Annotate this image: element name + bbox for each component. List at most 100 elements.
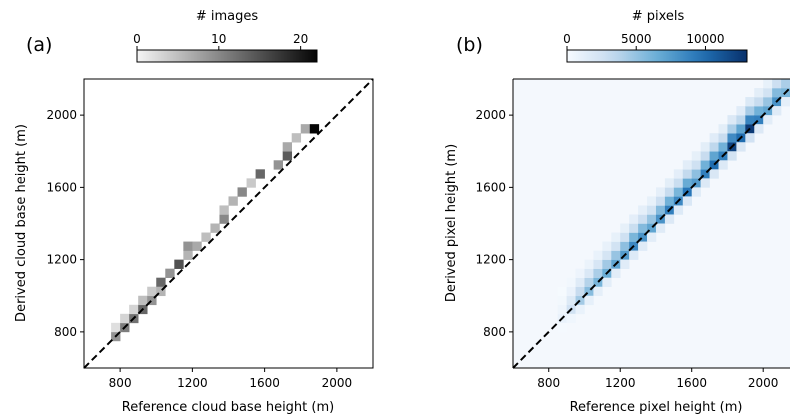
panel-a-heatmap-cell [183, 241, 193, 251]
panel-b-heatmap-cell [754, 124, 764, 134]
panel-a-ticks: 800 1200 1600 2000 800 1200 1600 2000 [46, 108, 352, 390]
panel-b-heatmap-cell [557, 286, 567, 297]
panel-b-heatmap-cell [754, 97, 764, 107]
panel-b-heatmap-cell [682, 169, 693, 179]
panel-a-x-axis-label: Reference cloud base height (m) [122, 400, 334, 415]
panel-b-heatmap-cell [736, 115, 746, 125]
panel-a-heatmap-cell [282, 151, 293, 161]
panel-b-heatmap-cell [593, 250, 603, 260]
panel-b-heatmap-cell [718, 160, 728, 170]
panel-a-heatmap-cell [111, 322, 121, 333]
panel-b-heatmap-cell [709, 142, 719, 152]
panel-b-heatmap-cell [611, 268, 621, 278]
panel-b-colorbar-gradient [566, 49, 748, 63]
panel-a-y-tick-label: 1200 [46, 253, 77, 267]
panel-b-x-axis-label: Reference pixel height (m) [570, 400, 743, 415]
panel-a-heatmap-cell [210, 223, 220, 233]
panel-a-heatmap-cell [300, 124, 311, 134]
panel-b-heatmap-cell [629, 223, 639, 233]
panel-b-heatmap-cell [655, 187, 666, 197]
panel-b-heatmap-cell [629, 214, 639, 224]
panel-b-heatmap-cell [754, 88, 764, 98]
panel-b-heatmap-cell [611, 241, 621, 251]
panel-b-heatmap-cell [727, 115, 737, 125]
panel-b-heatmap-cell [718, 133, 728, 143]
panel-b-x-tick-label: 2000 [748, 376, 779, 390]
panel-b-heatmap-cell [647, 205, 657, 215]
panel-a-heatmap-cell [255, 169, 265, 179]
panel-a-heatmap-cell [156, 277, 166, 288]
panel-b-heatmap-cell [664, 187, 675, 197]
panel-b-heatmap-cell [700, 151, 710, 161]
panel-b-label: (b) [456, 34, 483, 56]
panel-a-heatmap-cell [219, 205, 229, 215]
panel-b-heatmap-cell [638, 205, 648, 215]
panel-b-heatmap-cell [602, 259, 612, 269]
panel-b-heatmap-cell [709, 160, 719, 170]
panel-b-heatmap-cell [629, 232, 639, 242]
panel-b-heatmap-cell [754, 106, 764, 116]
panel-b-heatmap-cell [682, 196, 693, 206]
panel-b-ticks: 800 1200 1600 2000 800 1200 1600 2000 [475, 108, 778, 390]
panel-a-heatmap-cell [246, 178, 256, 188]
panel-b-heatmap-cell [763, 115, 773, 125]
panel-a-colorbar-tick-label: 20 [293, 32, 308, 46]
panel-b-y-tick-label: 1600 [475, 180, 506, 194]
panel-a-heatmap-cell [147, 295, 157, 306]
panel-a-heatmap-cell [309, 124, 320, 134]
panel-a-x-tick-label: 800 [109, 376, 132, 390]
panel-b-heatmap-cell [620, 241, 630, 251]
panel-b-heatmap-cell [557, 322, 567, 333]
panel-a-axes-frame [83, 78, 374, 369]
panel-b-heatmap-cell [647, 223, 657, 233]
panel-b-heatmap-cell [763, 79, 773, 89]
panel-a-heatmap-cell [192, 241, 202, 251]
panel-b-colorbar-tick-label: 0 [563, 32, 571, 46]
panel-a-x-tick-label: 1600 [249, 376, 280, 390]
panel-b-colorbar-tick-label: 10000 [686, 32, 724, 46]
panel-b-heatmap-cell [700, 178, 710, 188]
panel-b-heatmap-cell [763, 88, 773, 98]
panel-b-heatmap-cell [781, 97, 790, 107]
panel-b-heatmap-cell [727, 151, 737, 161]
panel-b-heatmap-cell [647, 196, 657, 206]
panel-b-heatmap-cell [673, 178, 684, 188]
panel-b-heatmap-cell [575, 277, 585, 288]
panel-b: (b) 0 5000 10000 # pixels 800 1200 1600 20008… [444, 9, 790, 415]
panel-b-heatmap-cell [736, 106, 746, 116]
panel-b-heatmap-cell [745, 115, 755, 125]
panel-b-heatmap-cell [763, 106, 773, 116]
panel-a-colorbar-label: # images [196, 9, 259, 24]
panel-a-heatmap-cell [237, 187, 247, 197]
panel-b-heatmap-cell [566, 295, 576, 306]
panel-b-heatmap-cell [557, 295, 567, 306]
panel-b-heatmap-cell [673, 205, 684, 215]
panel-b-colorbar-label: # pixels [632, 9, 685, 24]
panel-a-heatmap-cell [156, 286, 166, 297]
panel-b-heatmap-cell [709, 169, 719, 179]
panel-b-y-tick-label: 2000 [475, 108, 506, 122]
panel-b-heatmap-cell [566, 277, 576, 288]
panel-b-heatmap-cell [575, 286, 585, 297]
panel-b-heatmap-cell [700, 169, 710, 179]
panel-b-heatmap-cell [718, 142, 728, 152]
panel-b-heatmap-cell [566, 313, 576, 324]
panel-b-heatmap-cell [611, 250, 621, 260]
panel-a-heatmap-cell [282, 142, 293, 152]
panel-a-heatmap-cell [120, 313, 130, 324]
panel-b-y-axis-label: Derived pixel height (m) [444, 144, 459, 302]
panel-a-colorbar-tick-label: 0 [133, 32, 141, 46]
panel-b-heatmap-cell [584, 286, 594, 297]
panel-b-heatmap-cell [673, 169, 684, 179]
panel-a-y-tick-label: 800 [54, 325, 77, 339]
panel-a-heatmap-cell [183, 250, 193, 260]
panel-b-heatmap-cell [647, 214, 657, 224]
panel-b-heatmap-cell [727, 124, 737, 134]
panel-b-heatmap-cell [673, 187, 684, 197]
panel-b-y-tick-label: 1200 [475, 253, 506, 267]
panel-b-heatmap-cell [691, 169, 701, 179]
panel-b-heatmap-cell [745, 97, 755, 107]
panel-a-y-tick-label: 1600 [46, 180, 77, 194]
panel-b-heatmap-cell [772, 88, 782, 98]
